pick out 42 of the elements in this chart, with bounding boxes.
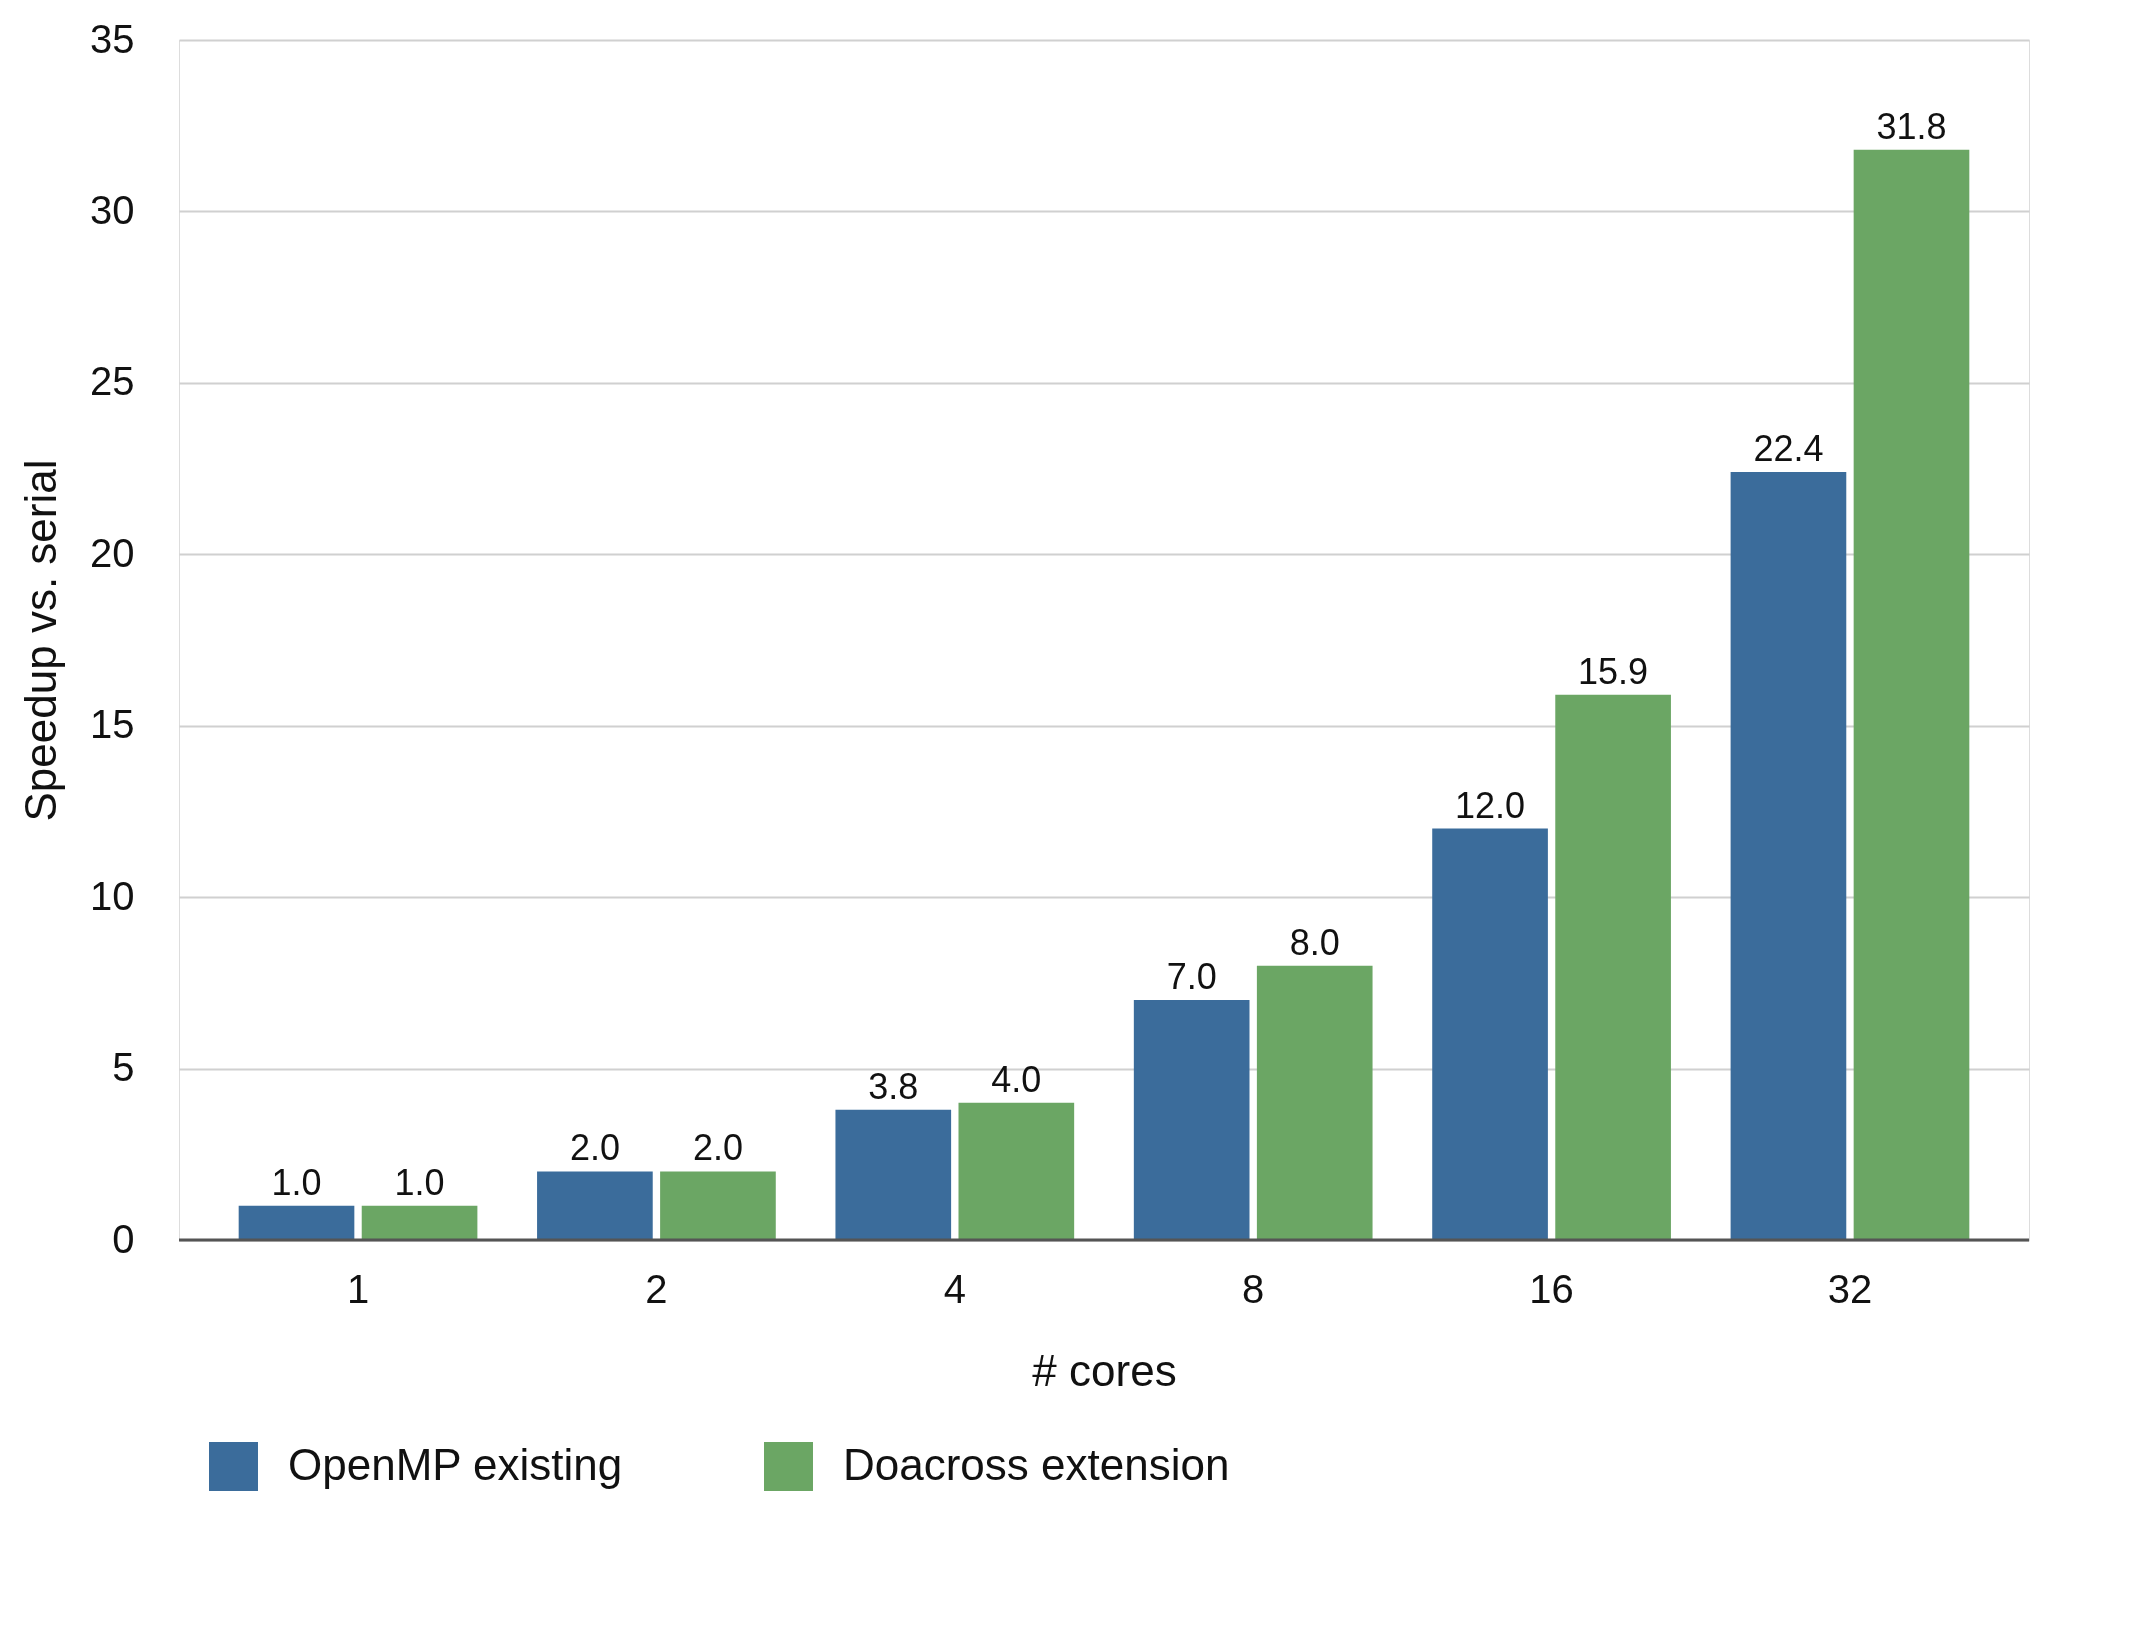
data-label: 4.0 xyxy=(991,1058,1042,1100)
bar xyxy=(1555,694,1671,1240)
bar xyxy=(1133,1000,1250,1240)
bar xyxy=(660,1171,776,1240)
data-label: 12.0 xyxy=(1455,784,1526,826)
bar xyxy=(361,1205,478,1240)
y-tick-label: 10 xyxy=(90,873,135,918)
bar xyxy=(1432,828,1548,1240)
y-tick-label: 15 xyxy=(90,702,135,747)
bar xyxy=(958,1102,1075,1240)
data-label: 15.9 xyxy=(1578,650,1649,692)
bar xyxy=(1256,965,1373,1240)
y-tick-label: 35 xyxy=(90,16,135,61)
bar xyxy=(537,1171,653,1240)
x-tick-label: 16 xyxy=(1529,1266,1574,1311)
data-label: 2.0 xyxy=(692,1127,743,1169)
x-tick-label: 2 xyxy=(645,1266,668,1311)
y-tick-label: 5 xyxy=(112,1045,135,1090)
y-tick-label: 0 xyxy=(112,1216,135,1261)
x-tick-label: 32 xyxy=(1827,1266,1873,1311)
data-label: 1.0 xyxy=(394,1161,445,1203)
y-tick-label: 30 xyxy=(90,187,135,232)
x-tick-label: 8 xyxy=(1242,1266,1265,1311)
legend-label: Doacross extension xyxy=(843,1439,1230,1489)
legend-label: OpenMP existing xyxy=(288,1439,623,1489)
bar xyxy=(1853,149,1970,1240)
bar xyxy=(1730,472,1847,1240)
y-tick-label: 20 xyxy=(90,530,135,575)
data-label: 1.0 xyxy=(271,1161,322,1203)
data-label: 8.0 xyxy=(1289,921,1340,963)
data-label: 22.4 xyxy=(1753,428,1824,469)
x-tick-label: 4 xyxy=(943,1266,966,1311)
bar xyxy=(238,1205,355,1240)
x-axis-title: # cores xyxy=(1032,1345,1177,1395)
y-axis-title: Speedup vs. serial xyxy=(16,459,66,822)
data-label: 31.8 xyxy=(1876,105,1947,147)
data-label: 7.0 xyxy=(1166,956,1217,997)
data-label: 2.0 xyxy=(569,1127,620,1169)
bar xyxy=(835,1109,952,1240)
y-tick-label: 25 xyxy=(90,359,135,404)
x-tick-label: 1 xyxy=(346,1266,370,1311)
data-label: 3.8 xyxy=(868,1065,919,1107)
